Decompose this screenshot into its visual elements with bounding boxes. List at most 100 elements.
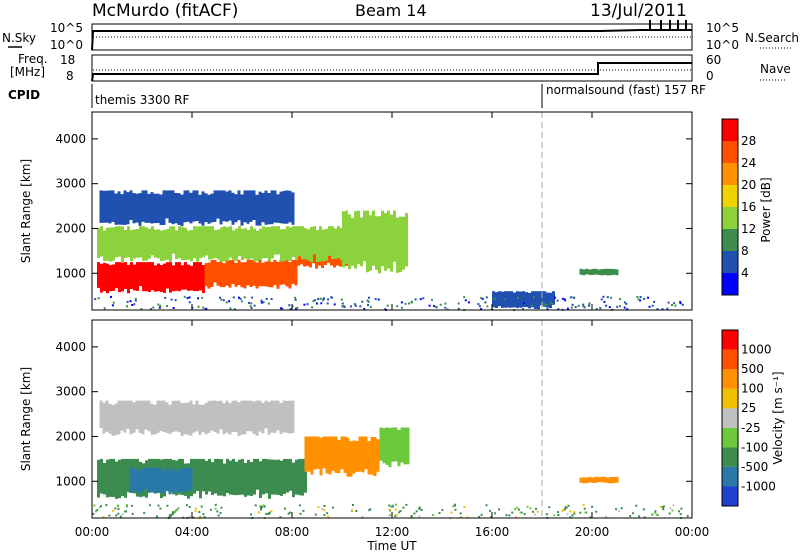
heatmap-speck	[550, 301, 553, 304]
heatmap-region	[97, 458, 307, 499]
heatmap-speck	[605, 304, 608, 307]
heatmap-speck	[254, 504, 257, 507]
colorbar-swatch	[722, 330, 738, 350]
heatmap-speck	[619, 305, 622, 308]
heatmap-speck	[214, 507, 217, 510]
heatmap-speck	[574, 306, 577, 308]
heatmap-speck	[446, 308, 449, 311]
heatmap-region	[97, 262, 205, 294]
heatmap-speck	[584, 511, 587, 514]
heatmap-speck	[302, 509, 305, 512]
heatmap-speck	[557, 511, 559, 514]
heatmap-speck	[556, 299, 559, 302]
y-tick-label: 1000	[55, 474, 86, 488]
heatmap-speck	[326, 512, 329, 515]
heatmap-speck	[259, 505, 262, 508]
heatmap-speck	[651, 304, 654, 307]
heatmap-speck	[114, 507, 117, 510]
heatmap-speck	[654, 511, 657, 514]
colorbar-swatch	[722, 141, 738, 163]
heatmap-speck	[312, 300, 315, 303]
heatmap-speck	[209, 508, 212, 511]
colorbar-tick-label: 12	[741, 222, 756, 236]
heatmap-speck	[220, 298, 223, 301]
heatmap-speck	[671, 509, 674, 512]
colorbar-tick-label: 28	[741, 134, 756, 148]
cpid-segment-1: themis 3300 RF	[95, 93, 189, 107]
heatmap-speck	[571, 514, 574, 517]
heatmap-speck	[289, 308, 292, 311]
velocity-colorbar-title: Velocity [m s⁻¹]	[771, 371, 785, 464]
heatmap-speck	[368, 296, 370, 299]
heatmap-speck	[567, 504, 570, 507]
heatmap-speck	[486, 305, 489, 308]
heatmap-speck	[562, 508, 565, 511]
heatmap-speck	[522, 308, 524, 311]
heatmap-speck	[168, 516, 171, 519]
heatmap-speck	[126, 504, 128, 507]
heatmap-speck	[508, 514, 511, 517]
heatmap-speck	[332, 506, 334, 509]
heatmap-speck	[401, 306, 403, 309]
heatmap-speck	[352, 504, 354, 506]
heatmap-speck	[620, 507, 623, 510]
heatmap-speck	[169, 514, 171, 517]
heatmap-speck	[250, 302, 253, 305]
heatmap-speck	[660, 506, 662, 508]
heatmap-speck	[232, 296, 235, 299]
heatmap-speck	[321, 507, 324, 510]
cpid-segment-2: normalsound (fast) 157 RF	[546, 83, 706, 97]
heatmap-speck	[625, 302, 628, 305]
heatmap-speck	[599, 307, 602, 310]
heatmap-speck	[632, 512, 635, 515]
colorbar-tick-label: 24	[741, 156, 756, 170]
heatmap-speck	[623, 306, 626, 309]
heatmap-speck	[623, 301, 626, 304]
freq-tick-top: 18	[60, 53, 75, 67]
heatmap-speck	[478, 305, 481, 308]
heatmap-speck	[134, 297, 137, 300]
colorbar-swatch	[722, 229, 738, 251]
heatmap-speck	[514, 508, 517, 511]
heatmap-speck	[117, 507, 120, 510]
heatmap-speck	[394, 508, 397, 511]
heatmap-speck	[511, 511, 514, 514]
heatmap-speck	[467, 301, 470, 304]
heatmap-speck	[253, 304, 256, 307]
heatmap-region	[492, 291, 555, 310]
heatmap-speck	[679, 301, 682, 303]
y-tick-label: 4000	[55, 132, 86, 146]
heatmap-speck	[582, 303, 585, 306]
heatmap-speck	[573, 512, 576, 515]
heatmap-speck	[216, 510, 219, 513]
heatmap-speck	[217, 514, 220, 517]
heatmap-speck	[459, 512, 462, 515]
heatmap-speck	[229, 307, 232, 310]
heatmap-speck	[668, 512, 671, 515]
heatmap-speck	[529, 507, 532, 510]
heatmap-speck	[520, 511, 523, 514]
heatmap-region	[579, 268, 619, 276]
heatmap-speck	[602, 295, 605, 298]
colorbar-tick-label: 500	[741, 362, 764, 376]
heatmap-speck	[188, 506, 191, 508]
heatmap-speck	[92, 512, 95, 515]
heatmap-speck	[140, 308, 143, 311]
heatmap-speck	[515, 516, 517, 519]
heatmap-speck	[395, 513, 398, 516]
heatmap-speck	[239, 297, 242, 300]
heatmap-speck	[490, 516, 493, 519]
heatmap-region	[99, 400, 295, 437]
heatmap-speck	[639, 296, 642, 298]
heatmap-speck	[367, 304, 369, 307]
heatmap-speck	[499, 297, 502, 300]
colorbar-frame	[721, 329, 739, 507]
colorbar-swatch	[722, 427, 738, 448]
x-tick-label: 12:00	[375, 525, 410, 539]
heatmap-speck	[603, 300, 606, 303]
heatmap-speck	[102, 516, 105, 519]
heatmap-speck	[152, 306, 155, 309]
heatmap-speck	[314, 513, 317, 516]
heatmap-speck	[200, 505, 203, 508]
heatmap-speck	[94, 510, 97, 513]
